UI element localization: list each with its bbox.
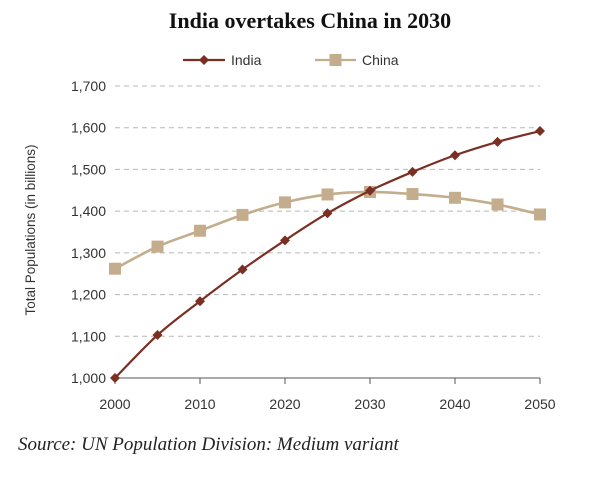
data-point-india <box>535 126 545 137</box>
data-point-india <box>237 264 248 275</box>
y-tick-label: 1,400 <box>71 203 106 219</box>
legend-marker-india <box>199 55 209 65</box>
y-tick-label: 1,200 <box>71 287 106 303</box>
data-point-india <box>280 235 290 246</box>
series-line-india <box>114 129 541 379</box>
data-point-china <box>321 188 334 201</box>
legend-item-china: China <box>315 52 399 68</box>
series-layer <box>109 126 546 383</box>
x-tick-label: 2010 <box>184 396 215 412</box>
legend-label-india: India <box>231 52 262 68</box>
series-line-china <box>114 190 541 270</box>
x-tick-label: 2020 <box>269 396 300 412</box>
data-point-india <box>407 166 418 177</box>
data-point-china <box>151 240 164 253</box>
data-point-india <box>492 136 503 147</box>
data-point-china <box>406 188 419 201</box>
legend-item-india: India <box>183 52 262 68</box>
x-tick-label: 2040 <box>439 396 470 412</box>
data-point-china <box>491 198 504 211</box>
axes: 1,000 1,100 1,200 1,300 1,400 1,500 1,600 1,700… <box>23 78 556 412</box>
y-tick-label: 1,700 <box>71 78 106 94</box>
data-point-india <box>450 150 460 161</box>
gridlines <box>115 85 540 337</box>
x-tick-label: 2050 <box>524 396 555 412</box>
series-india <box>110 126 545 383</box>
series-china <box>109 185 546 275</box>
x-tick-label: 2030 <box>354 396 385 412</box>
data-point-india <box>195 296 205 307</box>
line-chart: 1,000 1,100 1,200 1,300 1,400 1,500 1,600 1,700… <box>23 52 556 412</box>
data-point-india <box>365 185 375 196</box>
legend-label-china: China <box>362 52 399 68</box>
data-point-india <box>110 373 120 383</box>
data-point-india <box>322 208 333 219</box>
data-point-india <box>152 330 163 341</box>
legend-marker-china <box>329 54 342 66</box>
chart-title: India overtakes China in 2030 <box>168 8 452 33</box>
y-tick-label: 1,000 <box>71 370 106 386</box>
chart-source: Source: UN Population Division: Medium v… <box>18 434 399 455</box>
y-tick-label: 1,600 <box>71 120 106 136</box>
data-point-china <box>194 224 206 237</box>
y-axis-label: Total Populations (in billions) <box>23 144 38 315</box>
data-point-china <box>449 191 461 204</box>
data-point-china <box>236 208 249 221</box>
data-point-china <box>534 208 546 221</box>
y-tick-label: 1,100 <box>71 328 106 344</box>
data-point-china <box>279 196 291 209</box>
legend: India China <box>183 52 399 68</box>
y-tick-label: 1,300 <box>71 245 106 261</box>
y-tick-label: 1,500 <box>71 161 106 177</box>
data-point-china <box>109 262 121 275</box>
x-tick-label: 2000 <box>99 396 130 412</box>
